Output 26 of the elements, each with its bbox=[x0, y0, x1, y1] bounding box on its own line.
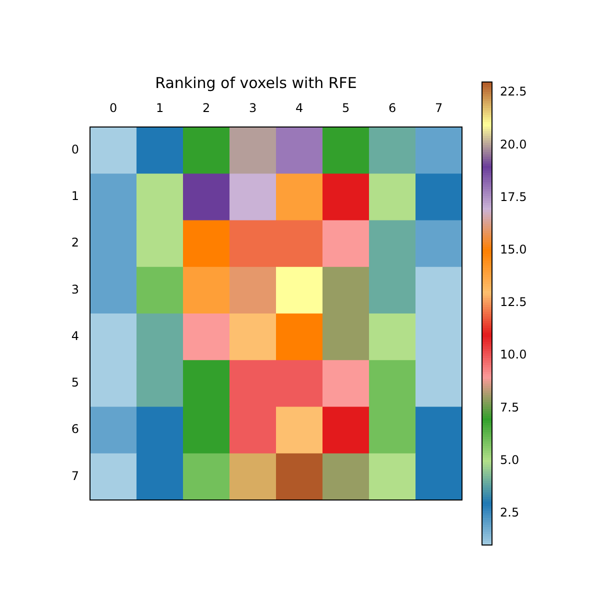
color-bar-label: 12.5 bbox=[500, 295, 527, 310]
y-tick-label: 5 bbox=[71, 376, 79, 390]
color-bar-label: 17.5 bbox=[500, 190, 527, 204]
y-tick-label: 7 bbox=[71, 468, 79, 483]
x-tick-label: 5 bbox=[342, 100, 350, 115]
y-tick-label: 4 bbox=[71, 328, 79, 343]
color-bar-label: 20.0 bbox=[500, 137, 527, 152]
color-bar-label: 10.0 bbox=[500, 348, 527, 362]
x-tick-label: 1 bbox=[156, 100, 164, 115]
color-bar-label: 2.5 bbox=[500, 506, 520, 520]
x-tick-label: 7 bbox=[434, 100, 443, 115]
chart-title: Ranking of voxels with RFE bbox=[155, 74, 357, 92]
color-bar-label: 5.0 bbox=[500, 452, 520, 467]
x-tick-label: 3 bbox=[248, 100, 257, 115]
y-tick-label: 2 bbox=[71, 236, 79, 250]
y-tick-label: 0 bbox=[71, 142, 79, 156]
x-tick-label: 0 bbox=[109, 100, 118, 115]
y-tick-label: 3 bbox=[71, 282, 79, 296]
y-tick-label: 6 bbox=[71, 422, 79, 436]
color-bar-label: 15.0 bbox=[500, 242, 527, 256]
x-tick-label: 4 bbox=[295, 100, 304, 115]
x-tick-label: 2 bbox=[202, 100, 210, 115]
x-tick-label: 6 bbox=[388, 100, 396, 115]
y-tick-label: 1 bbox=[71, 189, 79, 204]
color-bar-label: 22.5 bbox=[500, 84, 527, 99]
color-bar-label: 7.5 bbox=[500, 400, 520, 414]
